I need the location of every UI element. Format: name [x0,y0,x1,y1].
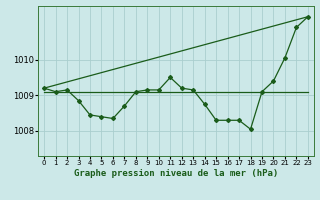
X-axis label: Graphe pression niveau de la mer (hPa): Graphe pression niveau de la mer (hPa) [74,169,278,178]
